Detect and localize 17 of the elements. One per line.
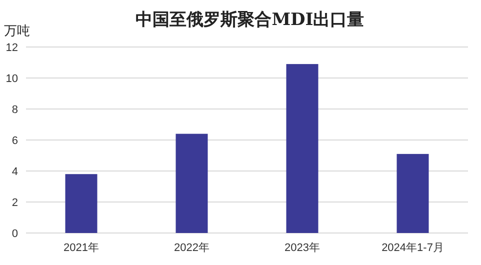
y-axis-title: 万吨 — [4, 23, 30, 38]
y-tick-label: 10 — [6, 73, 18, 85]
bar — [286, 64, 318, 233]
y-tick-label: 6 — [12, 135, 18, 147]
x-tick-label: 2021年 — [64, 242, 99, 254]
y-tick-label: 12 — [6, 42, 18, 54]
y-tick-label: 8 — [12, 104, 18, 116]
x-tick-label: 2023年 — [284, 242, 320, 254]
bar — [176, 134, 208, 233]
x-tick-label: 2022年 — [174, 242, 210, 254]
chart-title: 中国至俄罗斯聚合MDI出口量 — [136, 10, 364, 30]
x-tick-label: 2024年1-7月 — [382, 242, 444, 254]
y-tick-label: 2 — [12, 197, 18, 209]
bar — [396, 154, 429, 233]
bar — [65, 174, 98, 233]
y-tick-label: 0 — [12, 228, 18, 240]
y-tick-label: 4 — [12, 166, 18, 178]
